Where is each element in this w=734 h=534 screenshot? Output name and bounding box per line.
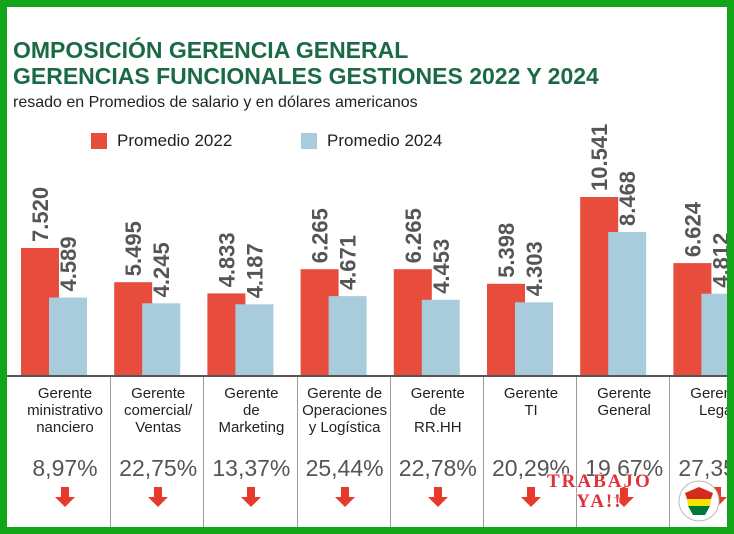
group-divider-5 xyxy=(483,377,484,527)
legend-swatch-2024 xyxy=(301,133,317,149)
value-label-2022-5: 5.398 xyxy=(494,223,519,278)
bar-2024-5 xyxy=(515,302,553,375)
bar-2024-3 xyxy=(328,296,367,375)
group-divider-6 xyxy=(576,377,578,527)
category-label-0: Gerente ministrativo nanciero xyxy=(27,385,103,436)
chart-subtitle: resado en Promedios de salario y en dóla… xyxy=(13,94,418,111)
category-label-3: Gerente de Operaciones y Logística xyxy=(302,385,388,436)
percent-label-0: 8,97% xyxy=(32,455,98,481)
value-label-2024-1: 4.245 xyxy=(149,242,174,297)
value-label-2022-7: 6.624 xyxy=(680,201,705,257)
value-label-2022-0: 7.520 xyxy=(28,187,53,242)
title-line-2: GERENCIAS FUNCIONALES GESTIONES 2022 Y 2… xyxy=(13,63,599,89)
value-label-2024-5: 4.303 xyxy=(522,241,547,296)
legend-item-2024: Promedio 2024 xyxy=(301,131,442,151)
bar-2024-1 xyxy=(142,303,181,375)
legend-swatch-2022 xyxy=(91,133,107,149)
bar-2024-7 xyxy=(701,293,727,375)
down-arrow-icon-1 xyxy=(148,487,169,507)
down-arrow-icon-4 xyxy=(427,487,448,507)
watermark-text: TRABAJO YA!! xyxy=(547,472,652,512)
group-divider-1 xyxy=(110,377,112,527)
percent-label-1: 22,75% xyxy=(119,455,198,481)
down-arrow-icon-5 xyxy=(521,487,541,507)
value-label-2024-7: 4.812 xyxy=(708,233,733,288)
value-label-2022-4: 6.265 xyxy=(401,208,426,263)
value-label-2024-2: 4.187 xyxy=(242,243,267,298)
watermark-line-2: YA!! xyxy=(576,491,623,512)
chart-title: OMPOSICIÓN GERENCIA GENERAL GERENCIAS FU… xyxy=(13,37,599,89)
category-label-1: Gerente comercial/ Ventas xyxy=(124,385,193,436)
group-divider-4 xyxy=(389,377,391,527)
bar-2024-0 xyxy=(49,297,87,375)
down-arrow-icon-6 xyxy=(614,487,635,507)
percent-label-5: 20,29% xyxy=(491,455,570,481)
value-label-2024-3: 4.671 xyxy=(336,235,361,290)
value-label-2024-4: 4.453 xyxy=(429,239,454,294)
value-label-2022-3: 6.265 xyxy=(308,208,333,263)
group-divider-2 xyxy=(203,377,205,527)
value-label-2024-0: 4.589 xyxy=(56,236,81,291)
percent-label-6: 19,67% xyxy=(585,455,664,481)
bolivia-flag-icon xyxy=(678,480,720,522)
chart-baseline xyxy=(7,375,727,377)
category-label-6: Gerente General xyxy=(597,385,652,419)
down-arrow-icon-0 xyxy=(55,487,75,507)
bar-2024-6 xyxy=(608,232,647,375)
category-label-2: Gerente de Marketing xyxy=(218,385,285,436)
value-label-2022-1: 5.495 xyxy=(121,221,146,276)
category-label-5: Gerente TI xyxy=(503,385,559,419)
value-label-2022-6: 10.541 xyxy=(587,124,612,191)
down-arrow-icon-3 xyxy=(334,487,355,507)
title-line-1: OMPOSICIÓN GERENCIA GENERAL xyxy=(13,37,409,63)
legend: Promedio 2022 Promedio 2024 xyxy=(7,131,727,153)
watermark-line-1: TRABAJO xyxy=(547,471,652,492)
value-label-2022-2: 4.833 xyxy=(214,232,239,287)
value-label-2024-6: 8.468 xyxy=(615,171,640,226)
bar-2024-4 xyxy=(421,299,460,375)
down-arrow-icon-2 xyxy=(241,487,262,507)
percent-label-7: 27,35% xyxy=(678,455,727,481)
percent-label-4: 22,78% xyxy=(398,455,477,481)
legend-item-2022: Promedio 2022 xyxy=(91,131,232,151)
percent-label-3: 25,44% xyxy=(305,455,384,481)
legend-label-2022: Promedio 2022 xyxy=(117,131,233,150)
category-label-7: Gerente Legal xyxy=(690,385,734,419)
category-label-4: Gerente de RR.HH xyxy=(410,385,465,436)
bar-2024-2 xyxy=(235,304,274,375)
group-divider-3 xyxy=(296,377,298,527)
group-divider-7 xyxy=(669,377,671,527)
legend-label-2024: Promedio 2024 xyxy=(327,131,443,150)
percent-label-2: 13,37% xyxy=(212,455,291,481)
